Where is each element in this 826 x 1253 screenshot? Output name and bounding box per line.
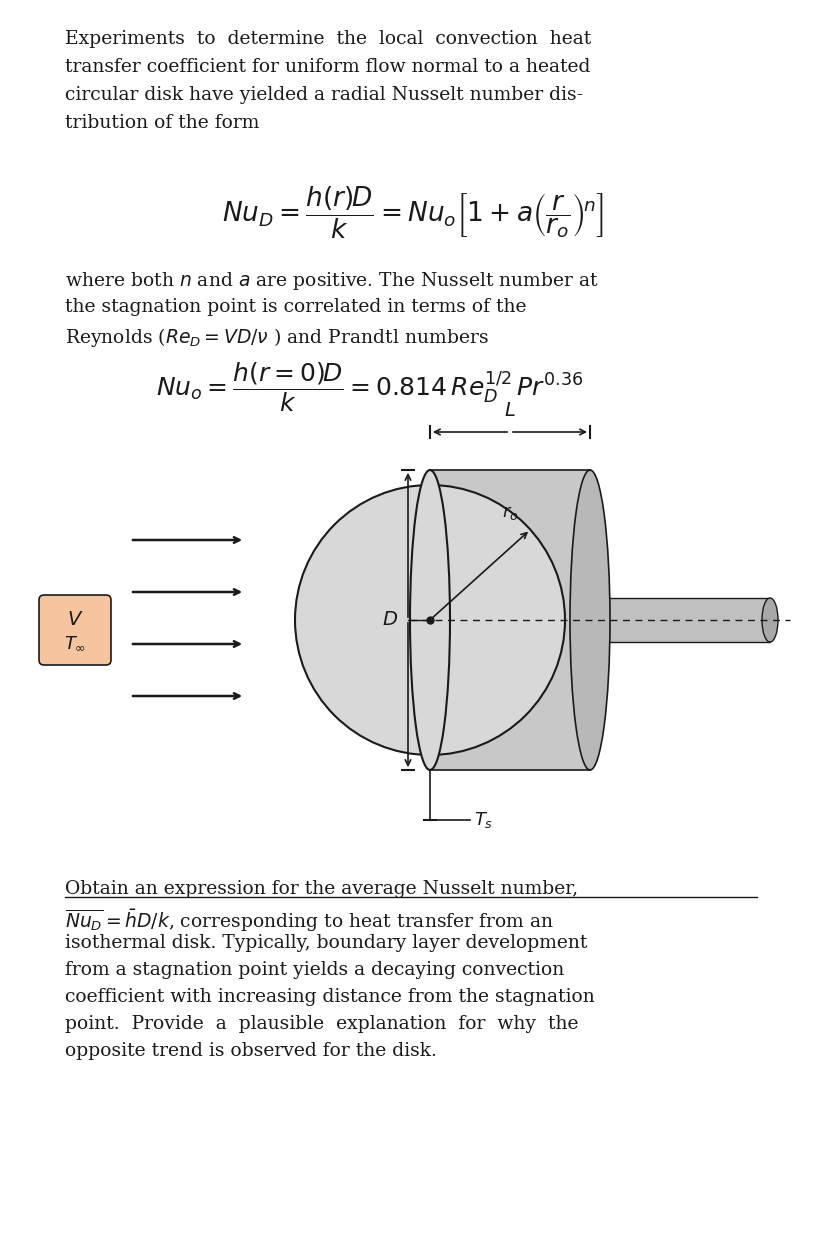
FancyBboxPatch shape bbox=[39, 595, 111, 665]
Text: transfer coefficient for uniform flow normal to a heated: transfer coefficient for uniform flow no… bbox=[65, 58, 591, 76]
Text: $D$: $D$ bbox=[382, 611, 398, 629]
Circle shape bbox=[295, 485, 565, 756]
Text: from a stagnation point yields a decaying convection: from a stagnation point yields a decayin… bbox=[65, 961, 564, 979]
Ellipse shape bbox=[410, 470, 450, 771]
Text: $T_s$: $T_s$ bbox=[474, 809, 493, 829]
Text: coefficient with increasing distance from the stagnation: coefficient with increasing distance fro… bbox=[65, 989, 595, 1006]
Text: where both $n$ and $a$ are positive. The Nusselt number at: where both $n$ and $a$ are positive. The… bbox=[65, 269, 600, 292]
Text: $T_\infty$: $T_\infty$ bbox=[64, 634, 86, 652]
Text: $Nu_D = \dfrac{h(r)D}{k} = Nu_o\left[1 + a\left(\dfrac{r}{r_o}\right)^{\!n}\righ: $Nu_D = \dfrac{h(r)D}{k} = Nu_o\left[1 +… bbox=[222, 185, 604, 242]
Text: circular disk have yielded a radial Nusselt number dis-: circular disk have yielded a radial Nuss… bbox=[65, 86, 583, 104]
Text: $r_o$: $r_o$ bbox=[501, 504, 519, 521]
Text: Obtain an expression for the average Nusselt number,: Obtain an expression for the average Nus… bbox=[65, 880, 578, 898]
Text: Reynolds ($Re_D = VD/\nu$ ) and Prandtl numbers: Reynolds ($Re_D = VD/\nu$ ) and Prandtl … bbox=[65, 326, 489, 350]
Text: $Nu_o = \dfrac{h(r=0)D}{k} = 0.814\, Re_D^{1/2}\, Pr^{0.36}$: $Nu_o = \dfrac{h(r=0)D}{k} = 0.814\, Re_… bbox=[156, 360, 584, 413]
Text: Experiments  to  determine  the  local  convection  heat: Experiments to determine the local conve… bbox=[65, 30, 591, 48]
Polygon shape bbox=[590, 598, 770, 642]
Text: $L$: $L$ bbox=[504, 402, 516, 420]
Ellipse shape bbox=[762, 598, 778, 642]
Text: the stagnation point is correlated in terms of the: the stagnation point is correlated in te… bbox=[65, 298, 526, 316]
Ellipse shape bbox=[570, 470, 610, 771]
Text: $\overline{Nu_D} = \bar{h}D/k$, corresponding to heat transfer from an: $\overline{Nu_D} = \bar{h}D/k$, correspo… bbox=[65, 907, 554, 933]
Text: $V$: $V$ bbox=[67, 611, 83, 629]
Text: opposite trend is observed for the disk.: opposite trend is observed for the disk. bbox=[65, 1042, 437, 1060]
Polygon shape bbox=[430, 470, 590, 771]
Text: point.  Provide  a  plausible  explanation  for  why  the: point. Provide a plausible explanation f… bbox=[65, 1015, 578, 1032]
Text: tribution of the form: tribution of the form bbox=[65, 114, 259, 132]
Text: isothermal disk. Typically, boundary layer development: isothermal disk. Typically, boundary lay… bbox=[65, 933, 587, 952]
